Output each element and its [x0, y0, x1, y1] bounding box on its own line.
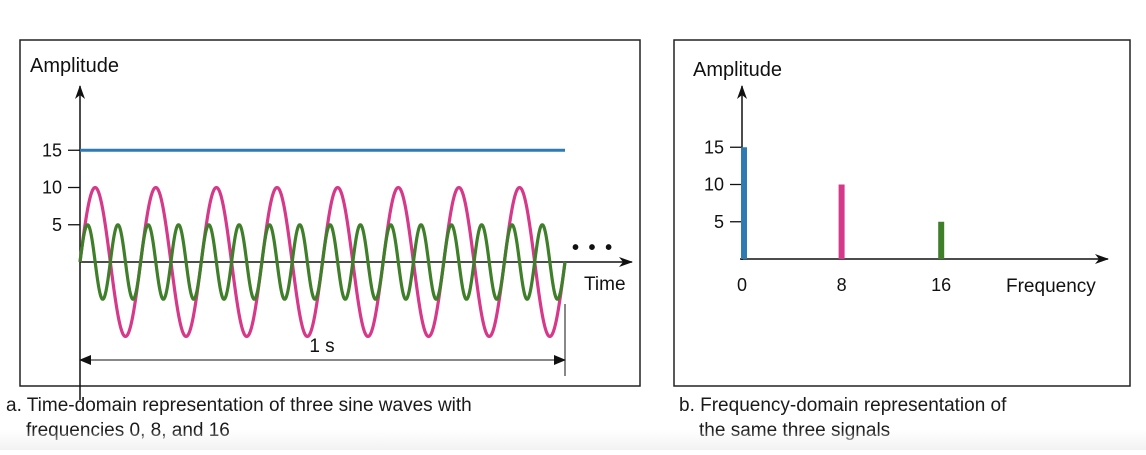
duration-label: 1 s	[309, 336, 334, 357]
continuation-dots: • • •	[572, 237, 614, 259]
time-domain-frame	[19, 39, 641, 387]
frequency-domain-xlabel: Frequency	[1006, 276, 1096, 297]
time-domain-series	[78, 148, 567, 339]
time-domain-ytick-label: 15	[42, 140, 62, 160]
frequency-domain-frame	[673, 39, 1131, 387]
time-domain-ytick-label: 10	[42, 178, 62, 198]
frequency-domain-ylabel: Amplitude	[693, 59, 782, 81]
time-domain-caption-line1: a. Time-domain representation of three s…	[6, 395, 472, 416]
frequency-bar-8	[838, 184, 845, 259]
frequency-domain-y-ticks: 5 10 15	[704, 137, 742, 232]
frequency-domain-caption-line1: b. Frequency-domain representation of	[679, 395, 1007, 416]
frequency-xtick-label: 8	[837, 275, 847, 295]
frequency-domain-ytick-label: 10	[704, 175, 724, 195]
bottom-fade	[0, 430, 1146, 450]
frequency-xtick-label: 0	[737, 275, 747, 295]
time-domain-panel: Amplitude 5 10 15 • • • Time 1 s	[19, 39, 641, 400]
sine-wave-16hz	[78, 223, 567, 301]
frequency-domain-ytick-label: 15	[704, 137, 724, 157]
time-domain-y-ticks: 5 10 15	[42, 140, 80, 235]
frequency-domain-bars	[741, 147, 945, 259]
time-domain-xlabel: Time	[584, 274, 626, 295]
frequency-domain-panel: Amplitude 5 10 15 0 8 16 Frequency	[673, 39, 1131, 387]
frequency-bar-0	[741, 147, 747, 259]
time-domain-ylabel: Amplitude	[30, 55, 119, 77]
frequency-bar-16	[938, 221, 945, 259]
frequency-xtick-label: 16	[931, 275, 951, 295]
time-domain-ytick-label: 5	[52, 215, 62, 235]
frequency-domain-ytick-label: 5	[714, 212, 724, 232]
frequency-domain-x-ticks: 0 8 16	[737, 275, 951, 295]
